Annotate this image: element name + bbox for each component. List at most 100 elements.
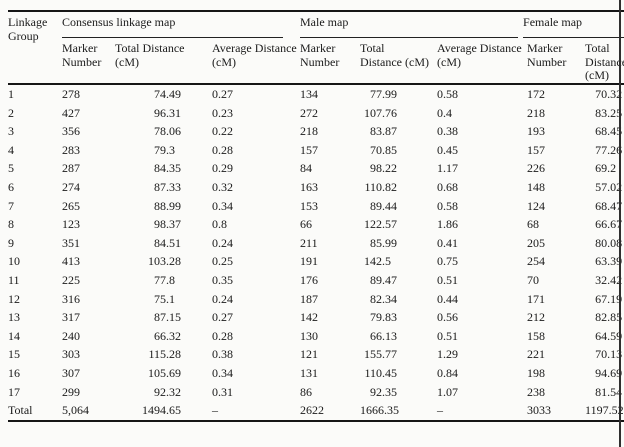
cell-marker-number: 70 bbox=[527, 272, 540, 287]
cell-average-distance: 0.23 bbox=[212, 105, 233, 120]
cell-total-distance: 77.8 bbox=[154, 272, 175, 287]
cell-average-distance: 0.24 bbox=[212, 291, 233, 306]
cell-total-distance: 80.08 bbox=[595, 235, 623, 250]
cell-marker-number: 307 bbox=[62, 365, 80, 380]
cell-total-distance: 83.25 bbox=[595, 105, 623, 120]
table-row: 8 123 98.37 0.8 66 122.57 1.86 68 66.67 bbox=[8, 215, 624, 234]
table-row: 17 299 92.32 0.31 86 92.35 1.07 238 81.54 bbox=[8, 383, 624, 402]
cell-linkage-group: 4 bbox=[8, 142, 14, 157]
group-header-female-label: Female map bbox=[523, 12, 624, 38]
cell-total-distance: 67.19 bbox=[595, 291, 623, 306]
cell-total-distance: 92.32 bbox=[154, 384, 181, 399]
cell-total-distance: 103.28 bbox=[148, 254, 181, 269]
cell-linkage-group: Total bbox=[8, 403, 33, 418]
cell-total-distance: 85.99 bbox=[370, 235, 398, 250]
cell-average-distance: 1.07 bbox=[437, 384, 459, 399]
cell-marker-number: 221 bbox=[527, 347, 546, 362]
cell-marker-number: 187 bbox=[300, 291, 319, 306]
cell-total-distance: 77.26 bbox=[595, 142, 623, 157]
cell-total-distance: 1494.65 bbox=[142, 403, 181, 418]
cell-marker-number: 303 bbox=[62, 347, 80, 362]
cell-average-distance: 0.38 bbox=[212, 347, 233, 362]
table-row: 12 316 75.1 0.24 187 82.34 0.44 171 67.19 bbox=[8, 290, 624, 309]
col-header-total-distance: Total Distance (cM) bbox=[360, 38, 430, 85]
cell-total-distance: 94.69 bbox=[595, 365, 623, 380]
cell-marker-number: 86 bbox=[300, 384, 313, 399]
cell-total-distance: 89.44 bbox=[370, 198, 398, 213]
cell-marker-number: 2622 bbox=[300, 403, 325, 418]
cell-marker-number: 191 bbox=[300, 254, 319, 269]
cell-total-distance: 57.02 bbox=[595, 179, 623, 194]
cell-marker-number: 356 bbox=[62, 124, 80, 139]
cell-marker-number: 212 bbox=[527, 310, 546, 325]
cell-total-distance: 155.77 bbox=[364, 347, 398, 362]
cell-total-distance: 70.32 bbox=[595, 87, 623, 101]
cell-total-distance: 115.28 bbox=[148, 347, 181, 362]
cell-marker-number: 413 bbox=[62, 254, 80, 269]
cell-linkage-group: 7 bbox=[8, 198, 14, 213]
cell-linkage-group: 13 bbox=[8, 310, 20, 325]
table-row: 6 274 87.33 0.32 163 110.82 0.68 148 57.02 bbox=[8, 178, 624, 197]
table-total-row: Total 5,064 1494.65–2622 1666.35–3033 1197.5… bbox=[8, 401, 624, 421]
col-header-linkage-group: Linkage Group bbox=[8, 11, 62, 85]
cell-average-distance: 0.34 bbox=[212, 365, 233, 380]
cell-average-distance: 0.51 bbox=[437, 272, 459, 287]
cell-marker-number: 287 bbox=[62, 161, 80, 176]
group-header-male-label: Male map bbox=[300, 12, 519, 38]
cell-marker-number: 351 bbox=[62, 235, 80, 250]
cell-average-distance: 0.22 bbox=[212, 124, 233, 139]
cell-total-distance: 66.67 bbox=[595, 217, 623, 232]
cell-total-distance: 79.3 bbox=[154, 142, 175, 157]
table-body: 1 278 74.49 0.27 134 77.99 0.58 172 70.32 2 427 96.… bbox=[8, 84, 624, 421]
cell-total-distance: 82.34 bbox=[370, 291, 398, 306]
cell-marker-number: 148 bbox=[527, 179, 546, 194]
cell-average-distance: 0.41 bbox=[437, 235, 459, 250]
cell-linkage-group: 5 bbox=[8, 161, 14, 176]
cell-total-distance: 68.47 bbox=[595, 198, 623, 213]
cell-average-distance: 0.25 bbox=[212, 254, 233, 269]
cell-linkage-group: 11 bbox=[8, 272, 20, 287]
cell-total-distance: 64.59 bbox=[595, 328, 623, 343]
cell-average-distance: 0.8 bbox=[212, 217, 227, 232]
cell-marker-number: 274 bbox=[62, 179, 80, 194]
cell-average-distance: 0.58 bbox=[437, 87, 459, 101]
cell-marker-number: 123 bbox=[62, 217, 80, 232]
cell-marker-number: 158 bbox=[527, 328, 546, 343]
cell-average-distance: – bbox=[437, 403, 444, 418]
cell-average-distance: 0.32 bbox=[212, 179, 233, 194]
cell-marker-number: 153 bbox=[300, 198, 319, 213]
cell-total-distance: 66.13 bbox=[370, 328, 398, 343]
col-header-marker-number: Marker Number bbox=[62, 38, 115, 85]
cell-total-distance: 84.51 bbox=[154, 235, 181, 250]
cell-linkage-group: 3 bbox=[8, 124, 14, 139]
cell-marker-number: 172 bbox=[527, 87, 546, 101]
cell-average-distance: 0.68 bbox=[437, 179, 459, 194]
cell-average-distance: 0.27 bbox=[212, 310, 233, 325]
linkage-map-table-sheet: Linkage Group Consensus linkage map Male… bbox=[8, 10, 624, 430]
cell-total-distance: 87.33 bbox=[154, 179, 181, 194]
cell-average-distance: 1.17 bbox=[437, 161, 459, 176]
table-row: 13 317 87.15 0.27 142 79.83 0.56 212 82.85 bbox=[8, 308, 624, 327]
table-row: 10 413 103.28 0.25 191 142.5 0.75 254 63.39 bbox=[8, 252, 624, 271]
cell-total-distance: 77.99 bbox=[370, 87, 398, 101]
cell-linkage-group: 12 bbox=[8, 291, 20, 306]
cell-marker-number: 238 bbox=[527, 384, 546, 399]
cell-marker-number: 66 bbox=[300, 217, 313, 232]
cell-total-distance: 79.83 bbox=[370, 310, 398, 325]
cell-average-distance: – bbox=[212, 403, 218, 418]
cell-marker-number: 3033 bbox=[527, 403, 552, 418]
cell-total-distance: 78.06 bbox=[154, 124, 181, 139]
cell-linkage-group: 8 bbox=[8, 217, 14, 232]
cell-average-distance: 0.31 bbox=[212, 384, 233, 399]
cell-average-distance: 0.51 bbox=[437, 328, 459, 343]
group-header-consensus: Consensus linkage map bbox=[62, 11, 300, 38]
cell-average-distance: 0.4 bbox=[437, 105, 453, 120]
cell-marker-number: 157 bbox=[300, 142, 319, 157]
cell-total-distance: 98.22 bbox=[370, 161, 398, 176]
col-header-average-distance: Average Distance (cM) bbox=[204, 38, 301, 85]
cell-marker-number: 198 bbox=[527, 365, 546, 380]
col-header-total-distance: Total Distance (cM) bbox=[115, 38, 204, 85]
table-row: 11 225 77.8 0.35 176 89.47 0.51 70 32.42 bbox=[8, 271, 624, 290]
cell-marker-number: 240 bbox=[62, 328, 80, 343]
